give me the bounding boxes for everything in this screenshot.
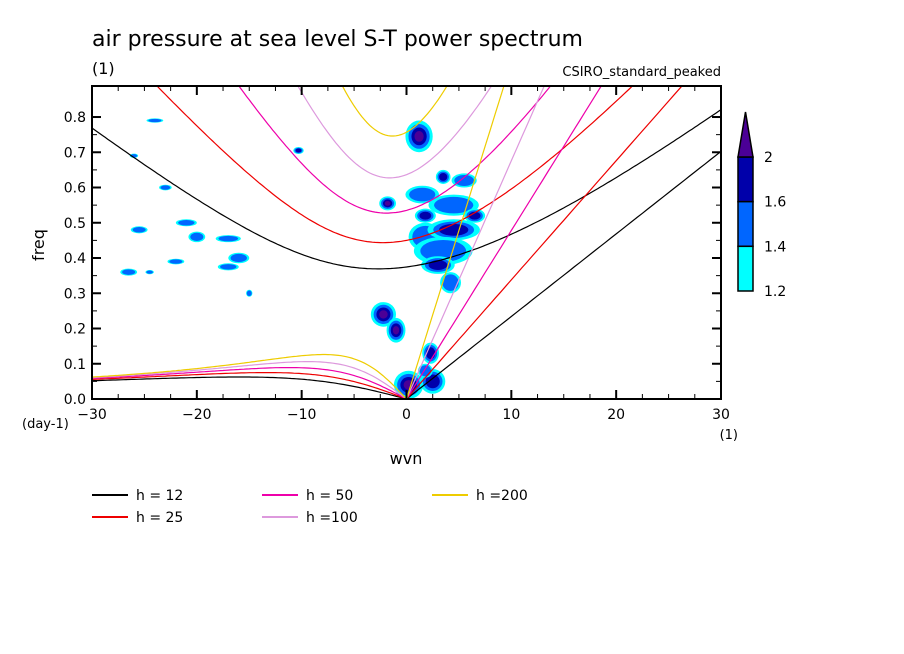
- contour-blob: [414, 131, 424, 142]
- legend-label: h = 50: [306, 488, 353, 504]
- rossby-curve: [92, 367, 407, 399]
- contour-blob: [122, 269, 136, 275]
- inertia-gravity-curve: [297, 86, 493, 179]
- contour-blob: [295, 148, 302, 153]
- y-tick-label: 0.8: [64, 110, 86, 126]
- contour-blob: [419, 211, 432, 220]
- inertia-gravity-curve: [238, 86, 552, 214]
- contour-blob: [379, 310, 388, 319]
- contour-blob: [468, 211, 481, 220]
- kelvin-curve: [405, 86, 602, 399]
- kelvin-curve: [406, 150, 721, 399]
- y-axis-label: freq: [29, 229, 48, 261]
- colorbar-label: 1.6: [764, 195, 786, 211]
- contour-blob: [169, 259, 183, 264]
- y-tick-label: 0.0: [64, 392, 86, 408]
- colorbar-segment: [737, 245, 754, 292]
- contour-blob: [190, 232, 204, 241]
- colorbar-extend-triangle: [737, 111, 754, 158]
- contour-blob: [438, 223, 469, 236]
- rossby-curve: [92, 376, 407, 399]
- kelvin-curve: [406, 86, 683, 399]
- legend-label: h = 25: [136, 510, 183, 526]
- contour-blob: [148, 118, 162, 123]
- y-tick-label: 0.5: [64, 216, 86, 232]
- x-tick-label: 20: [607, 407, 625, 423]
- contour-blob: [178, 220, 195, 226]
- contour-blob: [160, 185, 171, 190]
- kelvin-curve: [405, 86, 545, 399]
- rossby-curve: [92, 353, 407, 399]
- legend-label: h =100: [306, 510, 358, 526]
- rossby-curve: [92, 361, 407, 399]
- chart-title: air pressure at sea level S-T power spec…: [92, 27, 583, 52]
- colorbar-label: 1.4: [764, 239, 786, 255]
- contour-blob: [454, 174, 474, 186]
- colorbar-label: 1.2: [764, 284, 786, 300]
- contour-blob: [442, 274, 459, 291]
- y-tick-label: 0.1: [64, 357, 86, 373]
- x-tick-label: −20: [182, 407, 212, 423]
- contour-blob: [439, 172, 448, 181]
- y-tick-labels: 0.0 0.1 0.2 0.3 0.4 0.5 0.6 0.7 0.8: [64, 110, 86, 408]
- colorbar-segment: [737, 156, 754, 203]
- contour-blob: [392, 326, 400, 335]
- y-tick-label: 0.4: [64, 251, 86, 267]
- kelvin-curve: [405, 86, 505, 399]
- legend: h = 12 h = 25 h = 50 h =100 h =200: [92, 488, 528, 526]
- contour-blob: [428, 260, 448, 270]
- x-tick-label: 30: [712, 407, 730, 423]
- inertia-gravity-curve: [92, 109, 721, 270]
- x-unit-label: (1): [720, 428, 738, 443]
- rossby-curve: [92, 372, 407, 399]
- contour-blob: [146, 270, 153, 274]
- x-tick-label: 0: [402, 407, 411, 423]
- colorbar-segment: [737, 200, 754, 248]
- x-axis-label: wvn: [390, 449, 423, 468]
- y-unit-label: (day-1): [22, 417, 69, 432]
- contour-blob: [409, 187, 436, 202]
- contour-blob: [220, 264, 237, 270]
- x-tick-label: 10: [502, 407, 520, 423]
- x-tick-label: −30: [77, 407, 107, 423]
- y-tick-label: 0.2: [64, 322, 86, 338]
- x-tick-label: −10: [287, 407, 317, 423]
- colorbar: 1.2 1.4 1.6 2: [737, 111, 786, 300]
- contour-blob: [434, 196, 474, 214]
- y-tick-label: 0.3: [64, 286, 86, 302]
- inertia-gravity-curve: [156, 86, 634, 244]
- contour-blob: [132, 227, 146, 233]
- contour-blob: [384, 200, 391, 206]
- x-tick-labels: −30 −20 −10 0 10 20 30: [77, 407, 730, 423]
- y-tick-label: 0.6: [64, 181, 86, 197]
- colorbar-label: 2: [764, 150, 773, 166]
- axis-ticks: [91, 86, 722, 400]
- dispersion-curves: [92, 86, 721, 399]
- legend-label: h =200: [476, 488, 528, 504]
- contour-blob: [246, 290, 252, 297]
- y-tick-label: 0.7: [64, 145, 86, 161]
- contour-blob: [230, 253, 247, 263]
- contour-blob: [218, 235, 239, 242]
- chart-subtitle-model: CSIRO_standard_peaked: [562, 65, 721, 80]
- inertia-gravity-curve: [341, 86, 448, 137]
- legend-label: h = 12: [136, 488, 183, 504]
- spectrum-contours: [120, 118, 486, 399]
- contour-blob: [425, 374, 440, 389]
- chart-subtitle-units: (1): [92, 59, 115, 78]
